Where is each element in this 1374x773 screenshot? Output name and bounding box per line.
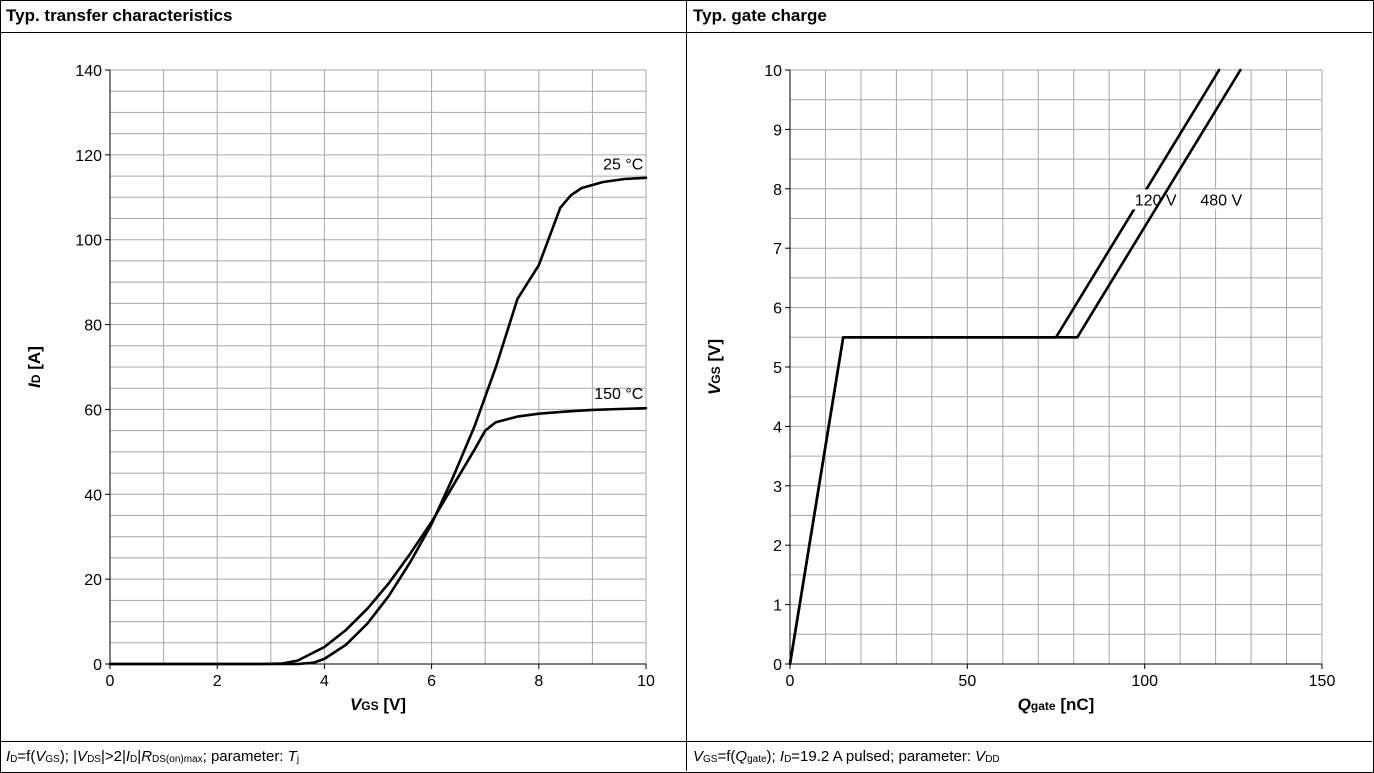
y-tick-label: 5 (773, 360, 782, 377)
y-tick-label: 60 (84, 402, 102, 419)
y-tick-label: 9 (773, 122, 782, 139)
y-tick-label: 1 (773, 598, 782, 615)
grid-lines (109, 69, 647, 665)
x-tick-label: 0 (786, 673, 795, 690)
x-tick-label: 8 (534, 673, 543, 690)
panel-divider (686, 0, 687, 771)
y-tick-label: 0 (773, 657, 782, 674)
series-label-background (1195, 189, 1245, 210)
y-tick-label: 8 (773, 182, 782, 199)
right-panel-caption: VGS=f(Qgate); ID=19.2 A pulsed; paramete… (693, 748, 1000, 765)
series-label-2: 480 V (1200, 192, 1242, 209)
series-line-2 (788, 68, 1242, 666)
x-axis-title: Qgate [nC] (1018, 695, 1095, 714)
x-tick-label: 150 (1309, 673, 1336, 690)
y-tick-label: 3 (773, 479, 782, 496)
x-tick-label: 100 (1131, 673, 1158, 690)
y-axis-title: VGS [V] (705, 339, 724, 395)
x-tick-label: 2 (213, 673, 222, 690)
series-label-background (1129, 189, 1179, 210)
x-tick-label: 50 (958, 673, 976, 690)
series-line-1 (108, 176, 648, 666)
series-label-1: 120 V (1135, 192, 1177, 209)
series-label-1: 25 °C (603, 157, 643, 174)
y-axis-title: ID [A] (25, 346, 44, 388)
y-tick-label: 80 (84, 318, 102, 335)
title-separator (0, 32, 1372, 33)
right-panel-title: Typ. gate charge (693, 6, 827, 25)
y-tick-label: 100 (75, 233, 102, 250)
caption-separator (0, 741, 1372, 742)
series-line-2 (108, 406, 648, 666)
y-tick-label: 140 (75, 63, 102, 80)
y-tick-label: 120 (75, 148, 102, 165)
y-tick-label: 4 (773, 419, 782, 436)
y-tick-label: 10 (764, 63, 782, 80)
x-tick-label: 6 (427, 673, 436, 690)
series-label-2: 150 °C (594, 386, 643, 403)
y-tick-label: 2 (773, 538, 782, 555)
y-tick-label: 0 (93, 657, 102, 674)
left-panel-title: Typ. transfer characteristics (6, 6, 233, 25)
left-panel-caption: ID=f(VGS); |VDS|>2|ID|RDS(on)max; parame… (6, 748, 300, 765)
y-tick-label: 20 (84, 572, 102, 589)
y-tick-label: 7 (773, 241, 782, 258)
y-tick-label: 6 (773, 301, 782, 318)
x-tick-label: 0 (106, 673, 115, 690)
grid-lines (789, 69, 1323, 665)
x-axis-title: VGS [V] (350, 695, 406, 714)
y-tick-label: 40 (84, 487, 102, 504)
x-tick-label: 10 (637, 673, 655, 690)
x-tick-label: 4 (320, 673, 329, 690)
